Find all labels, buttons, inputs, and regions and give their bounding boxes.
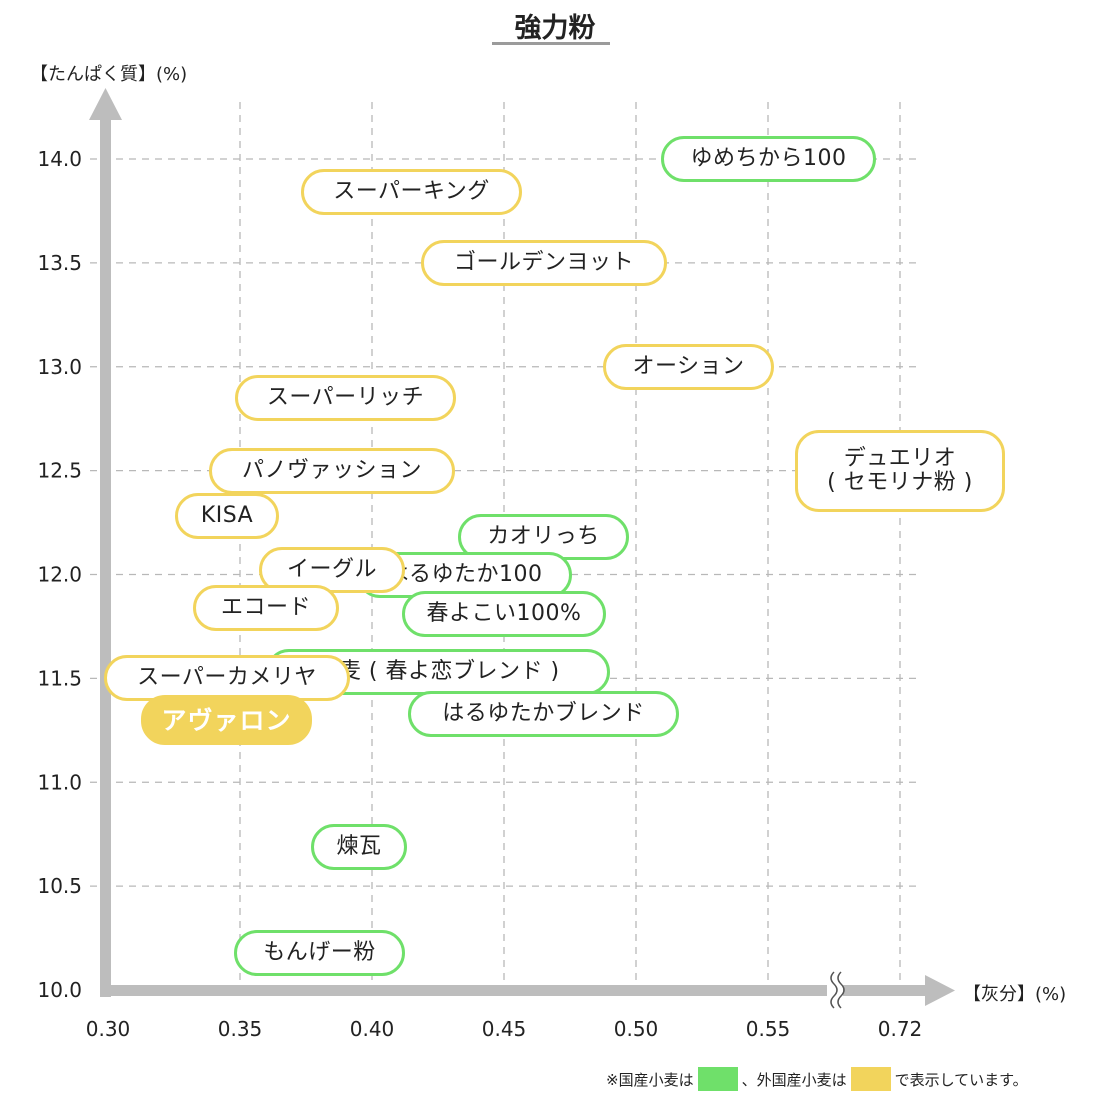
y-axis-arrow (89, 88, 122, 120)
y-tick-label: 13.0 (37, 355, 82, 379)
legend-suffix: で表示しています。 (894, 1070, 1028, 1089)
legend-middle: 、外国産小麦は (741, 1070, 847, 1089)
data-point-label: 煉瓦 (336, 834, 382, 860)
y-tick-label: 14.0 (37, 147, 82, 171)
axes (89, 88, 955, 1009)
x-axis-break-gap (827, 972, 843, 1008)
data-point-foreign: オーション (603, 344, 774, 390)
data-point-label: デュエリオ( セモリナ粉 ) (827, 447, 973, 495)
y-axis-label: 【たんぱく質】(%) (30, 64, 188, 85)
y-tick-label: 13.5 (37, 251, 82, 275)
y-axis-line (100, 115, 111, 997)
data-point-label: KISA (200, 503, 254, 529)
y-tick-label: 12.0 (37, 563, 82, 587)
data-point-label: イーグル (286, 557, 377, 583)
y-tick-label: 10.0 (37, 978, 82, 1002)
x-axis-line (100, 985, 932, 996)
data-point-domestic: 煉瓦 (311, 824, 407, 870)
data-point-foreign: デュエリオ( セモリナ粉 ) (795, 430, 1005, 512)
data-point-label-line: デュエリオ (843, 446, 957, 472)
data-point-label: ゴールデンヨット (453, 250, 634, 276)
x-tick-label: 0.40 (350, 1017, 395, 1041)
data-point-label: オーション (632, 354, 745, 380)
data-point-domestic: はるゆたかブレンド (408, 691, 679, 737)
legend-note: ※国産小麦は 、外国産小麦は で表示しています。 (606, 1067, 1028, 1091)
y-tick-label: 10.5 (37, 874, 82, 898)
data-point-label-line: ( セモリナ粉 ) (827, 470, 973, 495)
data-point-label: エコード (220, 595, 311, 621)
data-point-foreign: スーパーリッチ (235, 375, 456, 421)
data-point-foreign: エコード (193, 585, 339, 631)
data-point-foreign: ゴールデンヨット (421, 240, 667, 286)
data-point-label: スーパーリッチ (266, 385, 425, 411)
data-point-label: パノヴァッション (241, 458, 422, 484)
data-point-label: ゆめちから100 (690, 146, 847, 172)
data-point-label: スーパーカメリヤ (137, 665, 317, 691)
data-point-label: アヴァロン (161, 705, 292, 735)
x-tick-label: 0.45 (482, 1017, 527, 1041)
legend-prefix: ※国産小麦は (606, 1070, 694, 1089)
data-point-foreign: パノヴァッション (209, 448, 455, 494)
data-point-highlight: アヴァロン (141, 695, 312, 745)
y-tick-label: 11.0 (37, 770, 82, 794)
x-tick-label: 0.72 (878, 1017, 923, 1041)
x-tick-label: 0.55 (746, 1017, 791, 1041)
x-tick-label: 0.35 (218, 1017, 263, 1041)
x-tick-label: 0.50 (614, 1017, 659, 1041)
x-axis-arrow (925, 975, 955, 1006)
data-point-label: はるゆたかブレンド (442, 701, 645, 727)
data-point-domestic: もんげー粉 (234, 930, 405, 976)
data-point-domestic: ゆめちから100 (661, 136, 876, 182)
x-axis-break-mark-right (837, 971, 845, 1009)
data-point-label: カオリっち (487, 524, 600, 550)
y-tick-label: 11.5 (37, 666, 82, 690)
data-point-label: スーパーキング (333, 179, 490, 205)
foreign-color-swatch (850, 1067, 891, 1091)
y-tick-label: 12.5 (37, 459, 82, 483)
data-point-domestic: 春よこい100% (402, 591, 606, 637)
data-point-label: 香麦 ( 春よ恋ブレンド ) (316, 659, 560, 685)
domestic-color-swatch (697, 1067, 738, 1091)
data-point-label: 春よこい100% (426, 601, 582, 627)
data-point-label: もんげー粉 (263, 940, 376, 966)
x-axis-break-mark-left (830, 971, 838, 1009)
title-underline (492, 42, 610, 45)
data-point-foreign: KISA (175, 493, 279, 539)
x-axis-label: 【灰分】(%) (963, 984, 1067, 1005)
tick-labels: 10.0 10.5 11.0 11.5 12.0 12.5 13.0 13.5 14.0 0.30… (37, 147, 922, 1041)
chart-title: 強力粉 (514, 13, 596, 44)
x-tick-label: 0.30 (86, 1017, 131, 1041)
data-point-label: はるゆたか100 (386, 562, 543, 588)
data-point-foreign: スーパーキング (301, 169, 522, 215)
